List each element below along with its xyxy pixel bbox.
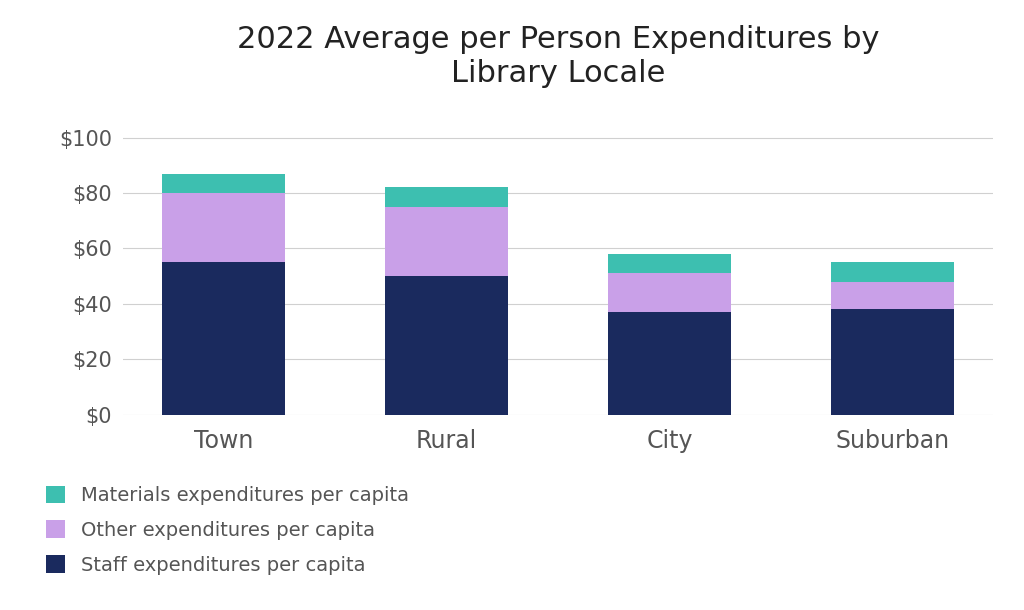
Title: 2022 Average per Person Expenditures by
Library Locale: 2022 Average per Person Expenditures by … (237, 26, 880, 88)
Bar (163, 193, 285, 262)
Legend: Materials expenditures per capita, Other expenditures per capita, Staff expendit: Materials expenditures per capita, Other… (45, 486, 409, 575)
Bar (608, 312, 731, 415)
Bar (608, 254, 731, 273)
Bar (831, 309, 953, 415)
Bar (608, 273, 731, 312)
Bar (163, 174, 285, 193)
Bar (163, 262, 285, 415)
Bar (831, 282, 953, 309)
Bar (385, 276, 508, 415)
Bar (831, 262, 953, 282)
Bar (385, 207, 508, 276)
Bar (385, 187, 508, 207)
